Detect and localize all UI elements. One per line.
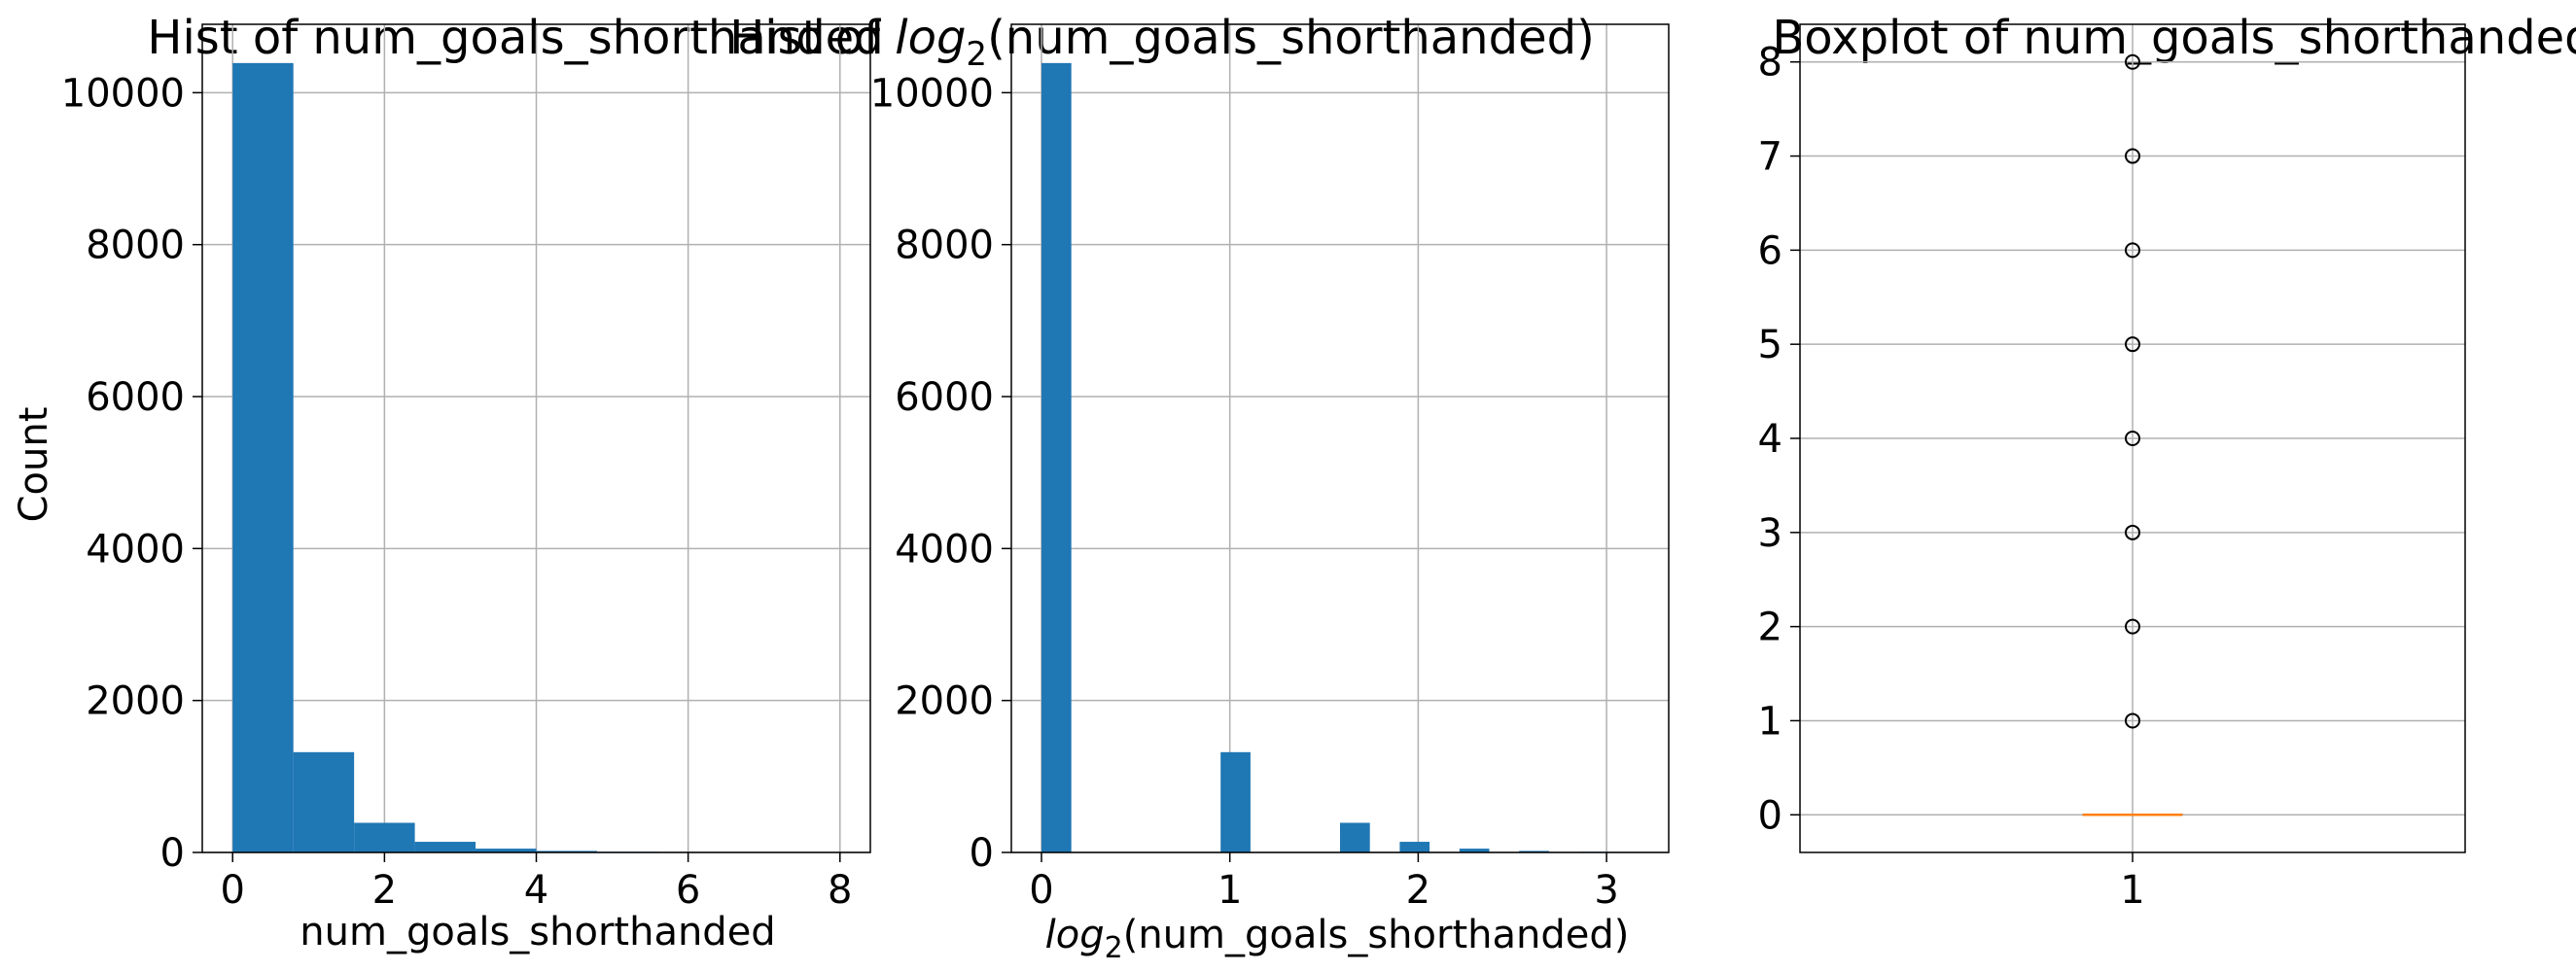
x-tick-label: 4 <box>524 868 548 913</box>
y-tick-label: 8000 <box>895 224 994 268</box>
histogram-bar <box>232 62 294 853</box>
x-tick-label: 2 <box>372 868 397 913</box>
outlier-point <box>2125 712 2140 729</box>
y-tick-label: 2000 <box>895 679 994 724</box>
histogram-bar <box>536 850 597 852</box>
x-axis-label: num_goals_shorthanded <box>300 910 775 955</box>
y-tick-label: 0 <box>970 831 994 876</box>
y-tick-label: 10000 <box>61 71 185 116</box>
panel-title: Boxplot of num_goals_shorthanded <box>1772 11 2576 65</box>
x-tick-label: 0 <box>1029 868 1053 913</box>
y-tick-label: 0 <box>160 831 185 876</box>
y-tick-label: 4000 <box>895 527 994 572</box>
x-tick-label: 6 <box>676 868 700 913</box>
x-tick-label: 1 <box>2120 868 2144 913</box>
histogram-bar <box>354 822 415 852</box>
x-tick-label: 1 <box>1217 868 1242 913</box>
plot-frame <box>1010 23 1670 853</box>
panel-title: Hist of num_goals_shorthanded <box>147 11 883 65</box>
outlier-point <box>2125 431 2140 446</box>
histogram-bar <box>414 842 476 852</box>
histogram-bar <box>293 751 355 852</box>
y-tick-label: 2000 <box>86 679 185 724</box>
histogram-bar <box>1220 751 1251 852</box>
y-tick-label: 6000 <box>86 375 185 420</box>
outlier-point <box>2125 524 2140 540</box>
outlier-point <box>2125 148 2140 164</box>
x-tick-label: 3 <box>1594 868 1618 913</box>
y-tick-label: 6000 <box>895 375 994 420</box>
y-tick-label: 3 <box>1758 511 1782 556</box>
x-tick-label: 0 <box>221 868 245 913</box>
y-tick-label: 6 <box>1758 228 1782 273</box>
histogram-bar <box>1340 822 1370 852</box>
histogram-bar <box>1519 850 1549 852</box>
x-tick-label: 2 <box>1406 868 1430 913</box>
log-hist-panel: Hist of log2(num_goals_shorthanded) 0 1 2 3… <box>729 11 1670 965</box>
histogram-bar <box>1041 62 1072 853</box>
outlier-point <box>2125 618 2140 635</box>
y-tick-label: 7 <box>1758 135 1782 180</box>
y-axis-label: Count <box>12 407 56 523</box>
y-tick-label: 4000 <box>86 527 185 572</box>
y-tick-label: 4 <box>1758 417 1782 462</box>
x-axis-label: log2(num_goals_shorthanded) <box>1045 913 1630 965</box>
outlier-point <box>2125 242 2140 259</box>
y-tick-label: 8000 <box>86 224 185 268</box>
hist-panel: Hist of num_goals_shorthanded 0 2 4 6 8 0 2000… <box>12 11 884 955</box>
outlier-point <box>2125 336 2140 353</box>
y-tick-label: 2 <box>1758 606 1782 650</box>
x-tick-label: 8 <box>828 868 852 913</box>
y-tick-label: 1 <box>1758 699 1782 744</box>
y-tick-label: 8 <box>1758 41 1782 86</box>
panel-title: Hist of log2(num_goals_shorthanded) <box>729 11 1595 74</box>
y-tick-label: 0 <box>1758 793 1782 838</box>
outlier-point <box>2125 53 2140 70</box>
histogram-bar <box>476 849 537 852</box>
boxplot-panel: Boxplot of num_goals_shorthanded 1 0 1 2 3 4 5… <box>1758 11 2576 913</box>
histogram-bar <box>1459 849 1490 852</box>
histogram-bar <box>1399 842 1430 852</box>
y-tick-label: 10000 <box>870 71 994 116</box>
y-tick-label: 5 <box>1758 323 1782 367</box>
